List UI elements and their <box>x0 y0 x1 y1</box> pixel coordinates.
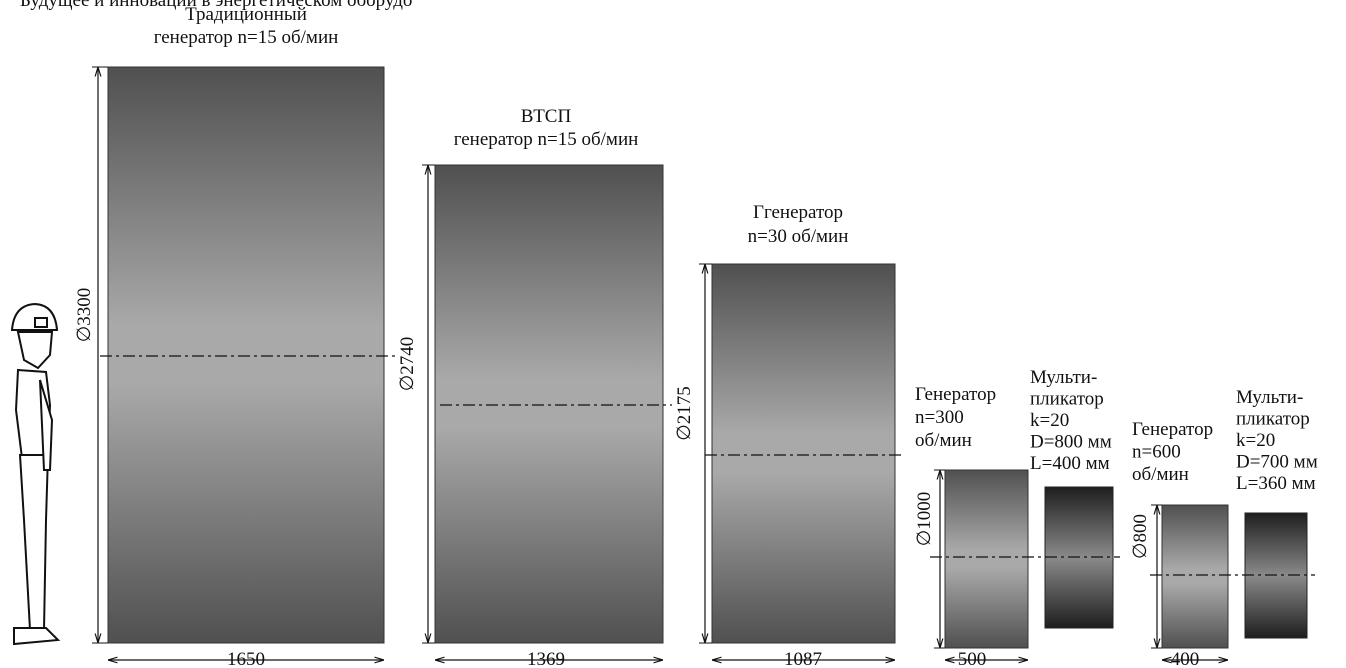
generator-label: n=300 <box>915 407 964 428</box>
multiplier-label: Мульти- <box>1030 367 1097 388</box>
multiplier-label: D=800 мм <box>1030 432 1112 453</box>
generator-label: n=600 <box>1132 442 1181 463</box>
length-label: 1650 <box>227 649 265 668</box>
generator-label: генератор n=15 об/мин <box>154 27 339 48</box>
multiplier-label: D=700 мм <box>1236 452 1318 473</box>
generator-label: ВТСП <box>521 106 572 127</box>
length-label: 500 <box>958 649 987 668</box>
header-title: Будущее и инновации в энергетическом обо… <box>20 0 412 11</box>
generator-label: генератор n=15 об/мин <box>454 129 639 150</box>
generator-label: Генератор <box>1132 419 1213 440</box>
length-label: 400 <box>1171 649 1200 668</box>
generator-body <box>711 263 896 644</box>
generator-body <box>434 164 664 644</box>
diameter-label: ∅2740 <box>397 337 418 392</box>
generator-body <box>944 469 1029 649</box>
generator-body <box>107 66 385 644</box>
multiplier-label: k=20 <box>1236 430 1275 451</box>
multiplier-label: k=20 <box>1030 410 1069 431</box>
multiplier-label: пликатор <box>1236 409 1310 430</box>
diameter-label: ∅3300 <box>74 288 95 343</box>
generator-label: об/мин <box>915 430 972 451</box>
multiplier-label: L=360 мм <box>1236 473 1316 494</box>
diameter-label: ∅2175 <box>674 386 695 441</box>
multiplier-label: L=400 мм <box>1030 453 1110 474</box>
multiplier-label: Мульти- <box>1236 387 1303 408</box>
generator-label: Ггенератор <box>753 202 843 223</box>
multiplier-label: пликатор <box>1030 389 1104 410</box>
generator-label: Генератор <box>915 384 996 405</box>
generator-label: об/мин <box>1132 464 1189 485</box>
diameter-label: ∅1000 <box>914 492 935 547</box>
human-figure <box>10 302 61 646</box>
generator-body <box>1161 504 1229 649</box>
length-label: 1087 <box>784 649 822 668</box>
length-label: 1369 <box>527 649 565 668</box>
generator-label: Традиционный <box>185 4 307 25</box>
diameter-label: ∅800 <box>1130 514 1151 559</box>
generator-label: n=30 об/мин <box>748 226 849 247</box>
